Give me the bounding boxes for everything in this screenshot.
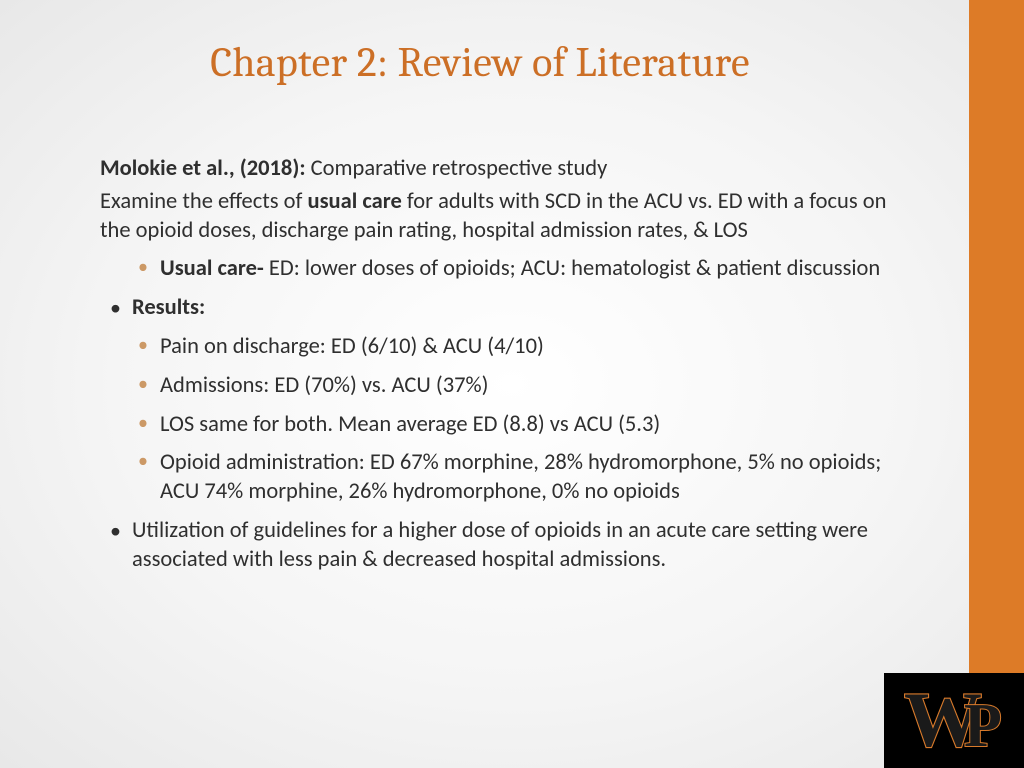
- results-header: Results: Pain on discharge: ED (6/10) & …: [100, 294, 915, 507]
- examine-pre: Examine the effects of: [100, 188, 308, 215]
- results-label: Results:: [132, 294, 205, 321]
- result-item-4: Opioid administration: ED 67% morphine, …: [100, 449, 915, 507]
- citation-line: Molokie et al., (2018): Comparative retr…: [100, 155, 915, 184]
- svg-text:P: P: [964, 692, 1002, 760]
- wp-logo: W P: [886, 672, 1016, 762]
- result-item-1: Pain on discharge: ED (6/10) & ACU (4/10…: [100, 333, 915, 362]
- conclusion-item: Utilization of guidelines for a higher d…: [100, 517, 915, 575]
- result-item-3: LOS same for both. Mean average ED (8.8)…: [100, 411, 915, 440]
- usual-care-text: ED: lower doses of opioids; ACU: hematol…: [269, 255, 880, 282]
- examine-line: Examine the effects of usual care for ad…: [100, 188, 915, 246]
- citation-bold: Molokie et al., (2018):: [100, 155, 311, 182]
- citation-text: Comparative retrospective study: [311, 155, 608, 182]
- accent-side-bar: [969, 0, 1024, 768]
- examine-bold: usual care: [308, 188, 402, 215]
- result-item-2: Admissions: ED (70%) vs. ACU (37%): [100, 372, 915, 401]
- usual-care-item: Usual care- ED: lower doses of opioids; …: [100, 255, 915, 284]
- slide-title: Chapter 2: Review of Literature: [0, 38, 960, 87]
- slide-body: Molokie et al., (2018): Comparative retr…: [100, 155, 915, 575]
- usual-care-bold: Usual care-: [160, 255, 269, 282]
